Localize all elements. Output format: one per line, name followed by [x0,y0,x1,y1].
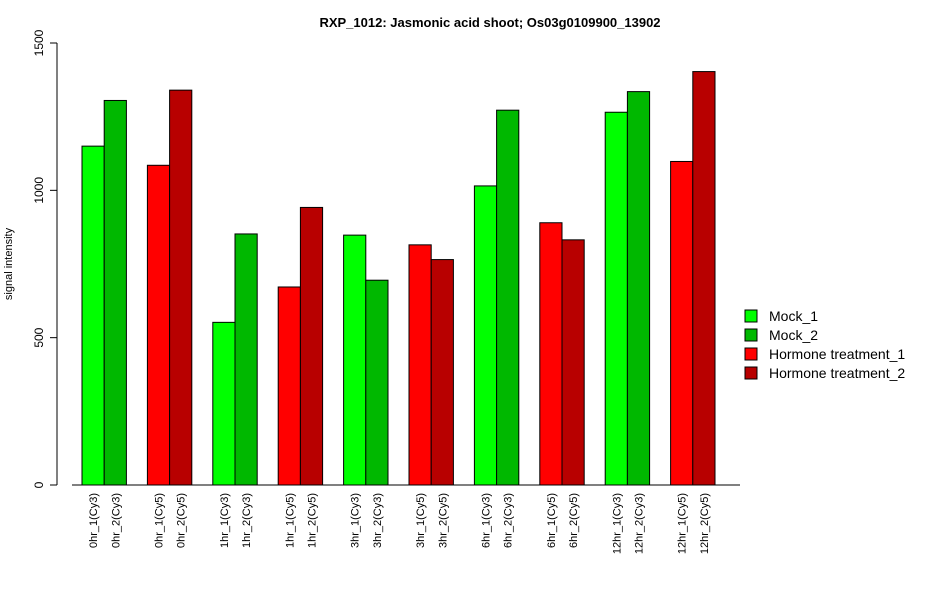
bar [81,145,105,486]
y-axis-title: signal intensity [3,227,15,300]
bar [692,71,716,486]
bar [626,91,651,486]
bar [430,259,454,486]
x-tick-label: 0hr_1(Cy5) [154,493,166,548]
legend-swatch [744,366,758,380]
x-tick-label: 1hr_2(Cy5) [307,493,319,548]
chart-title: RXP_1012: Jasmonic acid shoot; Os03g0109… [319,15,660,30]
bar [103,99,127,486]
bar [146,164,171,486]
legend-swatch [744,309,758,323]
x-tick-label: 3hr_1(Cy3) [350,493,362,548]
x-tick-label: 1hr_2(Cy3) [241,493,253,548]
x-tick-label: 3hr_1(Cy5) [415,493,427,548]
bar [473,185,498,486]
x-tick-label: 12hr_2(Cy3) [634,493,646,554]
y-tick-label: 1500 [32,29,46,56]
bar [670,160,694,486]
x-tick-label: 12hr_1(Cy3) [611,493,623,554]
bar [496,109,520,486]
category-labels: 0hr_1(Cy3) 0hr_2(Cy3) 0hr_1(Cy5) 0hr_2(Cy5)… [88,493,711,554]
y-tick-label: 500 [32,327,46,347]
y-axis: 0 500 1000 1500 [32,29,58,488]
legend-label: Mock_2 [769,327,818,343]
x-tick-label: 3hr_2(Cy3) [372,493,384,548]
x-tick-label: 6hr_2(Cy5) [568,493,580,548]
bar [343,234,367,486]
bar [604,111,628,486]
legend-swatch [744,347,758,361]
bar [561,239,585,486]
x-tick-label: 6hr_1(Cy3) [481,493,493,548]
bar [234,233,258,486]
bar [408,244,432,486]
x-tick-label: 12hr_2(Cy5) [699,493,711,554]
bar [539,222,563,486]
bar [365,279,389,486]
legend: Mock_1 Mock_2 Hormone treatment_1 Hormone t… [744,308,905,381]
legend-swatch [744,328,758,342]
legend-label: Mock_1 [769,308,818,324]
bar [299,206,324,486]
x-tick-label: 1hr_1(Cy5) [284,493,296,548]
x-tick-label: 0hr_2(Cy3) [110,493,122,548]
bar [277,286,301,486]
bar [212,321,236,486]
x-tick-label: 1hr_1(Cy3) [219,493,231,548]
legend-label: Hormone treatment_1 [769,346,905,362]
x-tick-label: 6hr_1(Cy5) [546,493,558,548]
legend-label: Hormone treatment_2 [769,365,905,381]
x-tick-label: 3hr_2(Cy5) [437,493,449,548]
x-tick-label: 0hr_1(Cy3) [88,493,100,548]
x-tick-label: 12hr_1(Cy5) [677,493,689,554]
bars [81,71,716,486]
x-tick-label: 0hr_2(Cy5) [176,493,188,548]
y-tick-label: 1000 [32,177,46,204]
y-tick-label: 0 [32,481,46,488]
bar [169,89,193,486]
x-tick-label: 6hr_2(Cy3) [503,493,515,548]
